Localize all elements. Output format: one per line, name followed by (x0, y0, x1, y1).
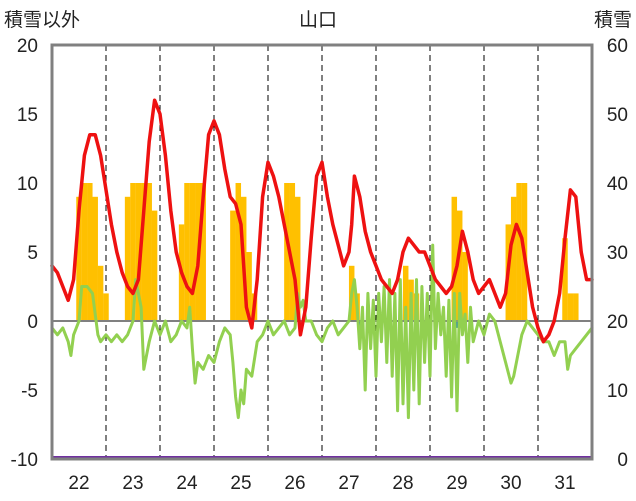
right-y-tick-label: 60 (607, 36, 628, 57)
precip-bar (151, 210, 158, 321)
small-bar (358, 321, 362, 328)
precip-bar (289, 183, 296, 321)
left-y-tick-label: 5 (27, 243, 38, 264)
precip-bar (189, 183, 196, 321)
precip-bar (562, 238, 568, 321)
precip-bar (451, 196, 458, 321)
x-tick-label: 29 (446, 473, 467, 494)
precip-bar (456, 210, 463, 321)
x-tick-label: 27 (338, 473, 359, 494)
precip-bar (294, 196, 301, 321)
right-y-tick-label: 0 (617, 450, 628, 471)
precip-bar (81, 183, 88, 321)
x-tick-label: 26 (284, 473, 305, 494)
temperature-line (50, 98, 594, 344)
left-y-tick-label: -10 (11, 450, 38, 471)
precip-bar (97, 265, 104, 321)
precip-bar (76, 196, 82, 321)
x-tick-label: 28 (392, 473, 413, 494)
right-y-tick-label: 40 (607, 174, 628, 195)
precip-bar (130, 183, 136, 321)
humidity-line (50, 243, 594, 420)
precip-bar (146, 183, 152, 321)
precip-bar (567, 293, 574, 321)
precip-bar (235, 183, 242, 321)
precip-bar (516, 183, 522, 321)
precip-bar (510, 196, 517, 321)
left-y-tick-label: -5 (21, 381, 38, 402)
plot-frame (50, 43, 594, 461)
left-y-tick-label: 20 (17, 36, 38, 57)
precip-bar (135, 183, 142, 321)
x-tick-label: 31 (554, 473, 575, 494)
left-y-tick-label: 15 (17, 105, 38, 126)
left-axis-label: 積雪以外 (4, 9, 80, 31)
precip-bar (200, 183, 206, 321)
small-bar (455, 321, 459, 328)
x-tick-label: 22 (68, 473, 89, 494)
precip-bar (284, 183, 290, 321)
chart-title: 山口 (299, 9, 337, 31)
x-tick-label: 25 (230, 473, 251, 494)
precip-bar (573, 293, 579, 321)
precip-bar (103, 293, 109, 321)
right-y-tick-label: 10 (607, 381, 628, 402)
precip-bar (92, 196, 98, 321)
right-axis-label: 積雪 (594, 9, 632, 31)
right-y-tick-label: 50 (607, 105, 628, 126)
right-y-tick-label: 20 (607, 312, 628, 333)
precip-bar (124, 196, 131, 321)
precip-bar (87, 183, 93, 321)
precip-bar (462, 252, 468, 321)
x-tick-label: 24 (176, 473, 198, 494)
x-tick-label: 23 (122, 473, 143, 494)
precip-bar (184, 183, 190, 321)
precip-bar (246, 252, 252, 321)
grid-lines (105, 45, 539, 459)
x-tick-label: 30 (500, 473, 521, 494)
precip-bar (141, 183, 147, 321)
left-y-tick-label: 10 (17, 174, 38, 195)
left-y-tick-label: 0 (27, 312, 38, 333)
precip-bar (230, 210, 236, 321)
precip-bar (402, 265, 409, 321)
right-y-tick-label: 30 (607, 243, 628, 264)
